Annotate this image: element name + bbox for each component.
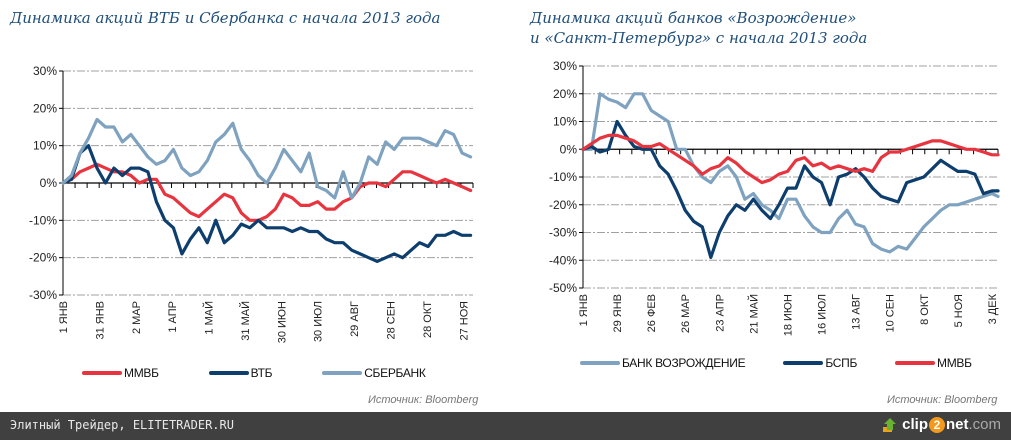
x-tick-label: 26 ФЕВ <box>646 294 658 332</box>
x-tick-label: 31 ЯНВ <box>94 301 106 340</box>
y-tick-label: 10% <box>553 115 577 129</box>
y-tick-label: 20% <box>553 87 577 101</box>
series-line-2 <box>581 133 1000 185</box>
x-tick-label: 30 ИЮЛ <box>313 301 325 342</box>
x-tick-label: 10 СЕН <box>885 294 897 333</box>
x-tick-label: 29 ЯНВ <box>612 294 624 333</box>
legend-label-mmvb: ММВБ <box>124 366 159 380</box>
logo-suffix: net <box>945 416 969 433</box>
legend-swatch-bspb <box>783 361 824 365</box>
series-line-1 <box>581 119 1000 260</box>
series-line-2 <box>61 117 473 200</box>
series-line-1 <box>61 144 473 263</box>
y-tick-label: 30% <box>553 59 577 73</box>
x-tick-label: 2 МАР <box>131 301 143 334</box>
legend-label-vozrozhdenie: БАНК ВОЗРОЖДЕНИЕ <box>622 356 746 370</box>
y-tick-label: -20% <box>549 198 577 212</box>
legend-swatch-mmvb-right <box>895 361 936 365</box>
x-tick-label: 23 АПР <box>714 294 726 332</box>
y-tick-label: 0% <box>40 176 58 190</box>
y-tick-label: 10% <box>33 139 57 153</box>
chart-left: 30% 20% 10% 0% -10% -20% -30%1 ЯНВ 31 ЯНВ 2 МАР 1… <box>29 64 474 343</box>
logo-domain: .com <box>968 416 1001 433</box>
series-line-0 <box>581 92 1000 254</box>
y-tick-label: 30% <box>33 64 57 78</box>
x-tick-label: 18 ИЮН <box>782 294 794 336</box>
x-tick-label: 16 ИЮЛ <box>817 294 829 335</box>
source-left: Источник: Bloomberg <box>368 394 479 406</box>
chart-title-right-line1: Динамика акций банков «Возрождение» <box>530 9 857 27</box>
x-tick-label: 1 АПР <box>167 301 179 333</box>
chart-title-right-line2: и «Санкт-Петербург» с начала 2013 года <box>530 29 868 47</box>
legend-right: БАНК ВОЗРОЖДЕНИЕ БСПБ ММВБ <box>580 356 972 370</box>
upload-arrow-icon <box>883 417 897 432</box>
y-tick-label: -30% <box>549 226 577 240</box>
x-tick-label: 5 НОЯ <box>953 294 965 327</box>
y-tick-label: -40% <box>549 253 577 267</box>
x-tick-label: 3 ДЕК <box>987 293 999 324</box>
legend-label-sberbank: СБЕРБАНК <box>364 366 426 380</box>
logo-prefix: clip <box>902 416 928 433</box>
y-tick-label: -30% <box>29 288 57 302</box>
x-tick-label: 26 МАР <box>680 294 692 333</box>
legend-left: ММВБ ВТБ СБЕРБАНК <box>82 366 426 380</box>
x-tick-label: 1 ЯНВ <box>58 301 70 333</box>
clip2net-logo[interactable]: clip 2 net .com <box>883 416 1001 433</box>
footer-bar: Элитный Трейдер, ELITETRADER.RU clip 2 n… <box>0 412 1011 440</box>
logo-two: 2 <box>928 416 945 433</box>
x-tick-label: 31 МАЙ <box>239 301 252 341</box>
x-tick-label: 29 АВГ <box>349 301 361 337</box>
legend-label-vtb: ВТБ <box>250 366 273 380</box>
x-tick-label: 1 МАЙ <box>203 301 216 335</box>
x-tick-label: 21 МАЙ <box>747 294 760 334</box>
y-tick-label: -10% <box>29 213 57 227</box>
x-tick-label: 27 НОЯ <box>458 301 470 341</box>
source-right: Источник: Bloomberg <box>887 394 998 406</box>
y-tick-label: 20% <box>33 101 57 115</box>
y-tick-label: -50% <box>549 281 577 295</box>
x-tick-label: 28 ОКТ <box>422 301 434 338</box>
legend-swatch-vtb <box>208 371 249 375</box>
legend-swatch-vozrozhdenie <box>580 361 620 365</box>
legend-label-bspb: БСПБ <box>825 356 858 370</box>
chart-title-left: Динамика акций ВТБ и Сбербанка с начала … <box>10 9 441 27</box>
legend-swatch-mmvb <box>82 371 122 375</box>
x-tick-label: 28 СЕН <box>386 301 398 340</box>
y-tick-label: 0% <box>560 142 578 156</box>
series-line-0 <box>61 162 473 222</box>
chart-right: 30% 20% 10% 0% -10% -20% -30% -40% -50%1 ЯНВ 29 Я… <box>549 59 1000 336</box>
x-tick-label: 13 АВГ <box>851 294 863 330</box>
chart-title-right: Динамика акций банков «Возрождение» и «С… <box>530 8 867 48</box>
legend-swatch-sberbank <box>322 371 363 375</box>
y-tick-label: -10% <box>549 170 577 184</box>
x-tick-label: 8 ОКТ <box>919 294 931 325</box>
y-tick-label: -20% <box>29 251 57 265</box>
legend-label-mmvb-right: ММВБ <box>937 356 972 370</box>
x-tick-label: 1 ЯНВ <box>578 294 590 326</box>
x-tick-label: 30 ИЮН <box>276 301 288 343</box>
footer-text: Элитный Трейдер, ELITETRADER.RU <box>10 418 234 432</box>
